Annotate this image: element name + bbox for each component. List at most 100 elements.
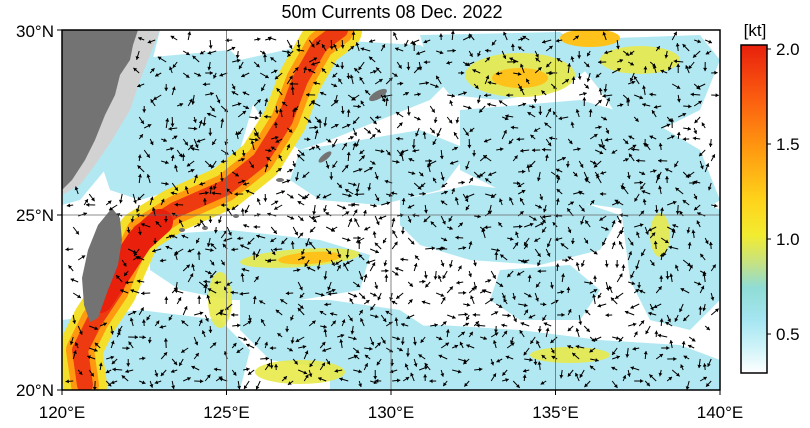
current-vector-head xyxy=(210,91,214,96)
current-vector-head xyxy=(206,294,211,299)
current-vector-head xyxy=(553,111,557,116)
current-vector-head xyxy=(514,155,518,160)
current-vector-head xyxy=(642,85,646,89)
current-vector-head xyxy=(122,262,127,267)
current-vector-head xyxy=(170,35,175,40)
current-vector-head xyxy=(208,45,213,49)
current-vector-head xyxy=(141,291,145,296)
current-vector-head xyxy=(593,250,598,255)
current-vector-head xyxy=(547,142,552,147)
current-vector-head xyxy=(186,162,191,167)
current-vector-head xyxy=(231,85,236,90)
current-vector-head xyxy=(584,239,588,244)
current-vector-head xyxy=(486,57,490,61)
current-vector-head xyxy=(641,190,646,194)
current-vector-head xyxy=(597,294,602,299)
current-vector-head xyxy=(701,122,706,127)
current-vector-head xyxy=(375,197,380,202)
current-vector-head xyxy=(428,159,433,163)
current-vector-head xyxy=(510,125,515,130)
current-vector-head xyxy=(466,302,471,307)
current-vector-head xyxy=(378,215,383,220)
current-vector-head xyxy=(674,317,679,322)
current-vector-head xyxy=(210,261,215,266)
current-vector-head xyxy=(549,285,554,289)
current-vector-head xyxy=(311,215,315,220)
current-vector-head xyxy=(663,252,667,257)
current-vector-head xyxy=(498,222,502,226)
current-vector-head xyxy=(491,194,495,198)
current-vector-head xyxy=(645,231,649,235)
current-vector-head xyxy=(350,46,354,50)
current-vector-head xyxy=(613,384,618,388)
current-vector-head xyxy=(304,194,309,199)
current-vector-head xyxy=(529,357,533,362)
current-vector-head xyxy=(178,153,183,158)
current-vector-head xyxy=(610,297,615,302)
current-vector-head xyxy=(575,262,580,266)
current-vector-head xyxy=(275,139,280,143)
current-vector-head xyxy=(171,234,175,239)
current-vector-head xyxy=(448,217,453,222)
current-vector-head xyxy=(502,55,507,59)
current-vector-head xyxy=(492,274,496,279)
current-vector-head xyxy=(150,99,155,104)
current-vector-head xyxy=(706,383,710,387)
current-vector-head xyxy=(650,262,655,266)
current-vector-head xyxy=(442,321,447,325)
current-vector-head xyxy=(708,241,713,246)
current-vector-head xyxy=(255,63,260,68)
current-vector-head xyxy=(386,201,391,206)
current-vector-head xyxy=(309,363,314,367)
current-vector-head xyxy=(598,125,602,130)
current-vector-head xyxy=(469,33,473,38)
current-vector-head xyxy=(314,125,318,130)
current-vector-head xyxy=(406,112,411,116)
current-vector-head xyxy=(130,289,135,293)
current-vector-head xyxy=(417,92,421,97)
current-vector-head xyxy=(592,294,596,298)
current-vector-head xyxy=(196,239,200,244)
current-vector-head xyxy=(211,191,215,196)
current-vector-head xyxy=(526,164,531,168)
current-vector-head xyxy=(311,62,315,66)
current-vector-head xyxy=(570,121,575,126)
current-vector-head xyxy=(375,249,379,254)
current-vector-head xyxy=(137,154,142,158)
current-vector-head xyxy=(110,331,115,335)
current-vector-head xyxy=(605,287,610,291)
current-vector-head xyxy=(542,39,546,44)
current-vector-head xyxy=(230,290,234,295)
current-vector-head xyxy=(240,208,245,212)
current-vector-head xyxy=(455,235,459,240)
current-vector-head xyxy=(461,180,465,185)
current-vector-head xyxy=(299,305,304,309)
current-vector-head xyxy=(442,275,447,279)
current-vector-head xyxy=(289,168,293,173)
current-vector-head xyxy=(299,232,304,237)
current-vector-head xyxy=(555,198,560,202)
current-vector-head xyxy=(334,124,339,128)
current-vector-head xyxy=(577,147,581,152)
current-vector-head xyxy=(630,305,635,309)
current-vector-head xyxy=(682,112,687,117)
current-vector-head xyxy=(534,238,539,242)
current-vector-head xyxy=(200,379,204,384)
current-vector-head xyxy=(290,241,295,245)
current-vector-head xyxy=(688,104,692,109)
current-vector-head xyxy=(653,240,658,245)
current-vector-head xyxy=(470,295,474,300)
current-vector-head xyxy=(348,218,353,222)
current-vector-head xyxy=(348,193,352,198)
current-vector-head xyxy=(181,349,185,353)
current-vector-head xyxy=(381,44,386,48)
current-vector-head xyxy=(372,120,377,125)
current-vector-head xyxy=(273,247,277,252)
current-vector-head xyxy=(545,327,550,332)
current-vector-head xyxy=(621,264,626,268)
current-vector-head xyxy=(420,339,425,343)
current-vector-head xyxy=(479,108,483,113)
current-vector-head xyxy=(605,227,609,231)
current-vector-head xyxy=(696,85,701,89)
current-vector-head xyxy=(290,340,295,344)
